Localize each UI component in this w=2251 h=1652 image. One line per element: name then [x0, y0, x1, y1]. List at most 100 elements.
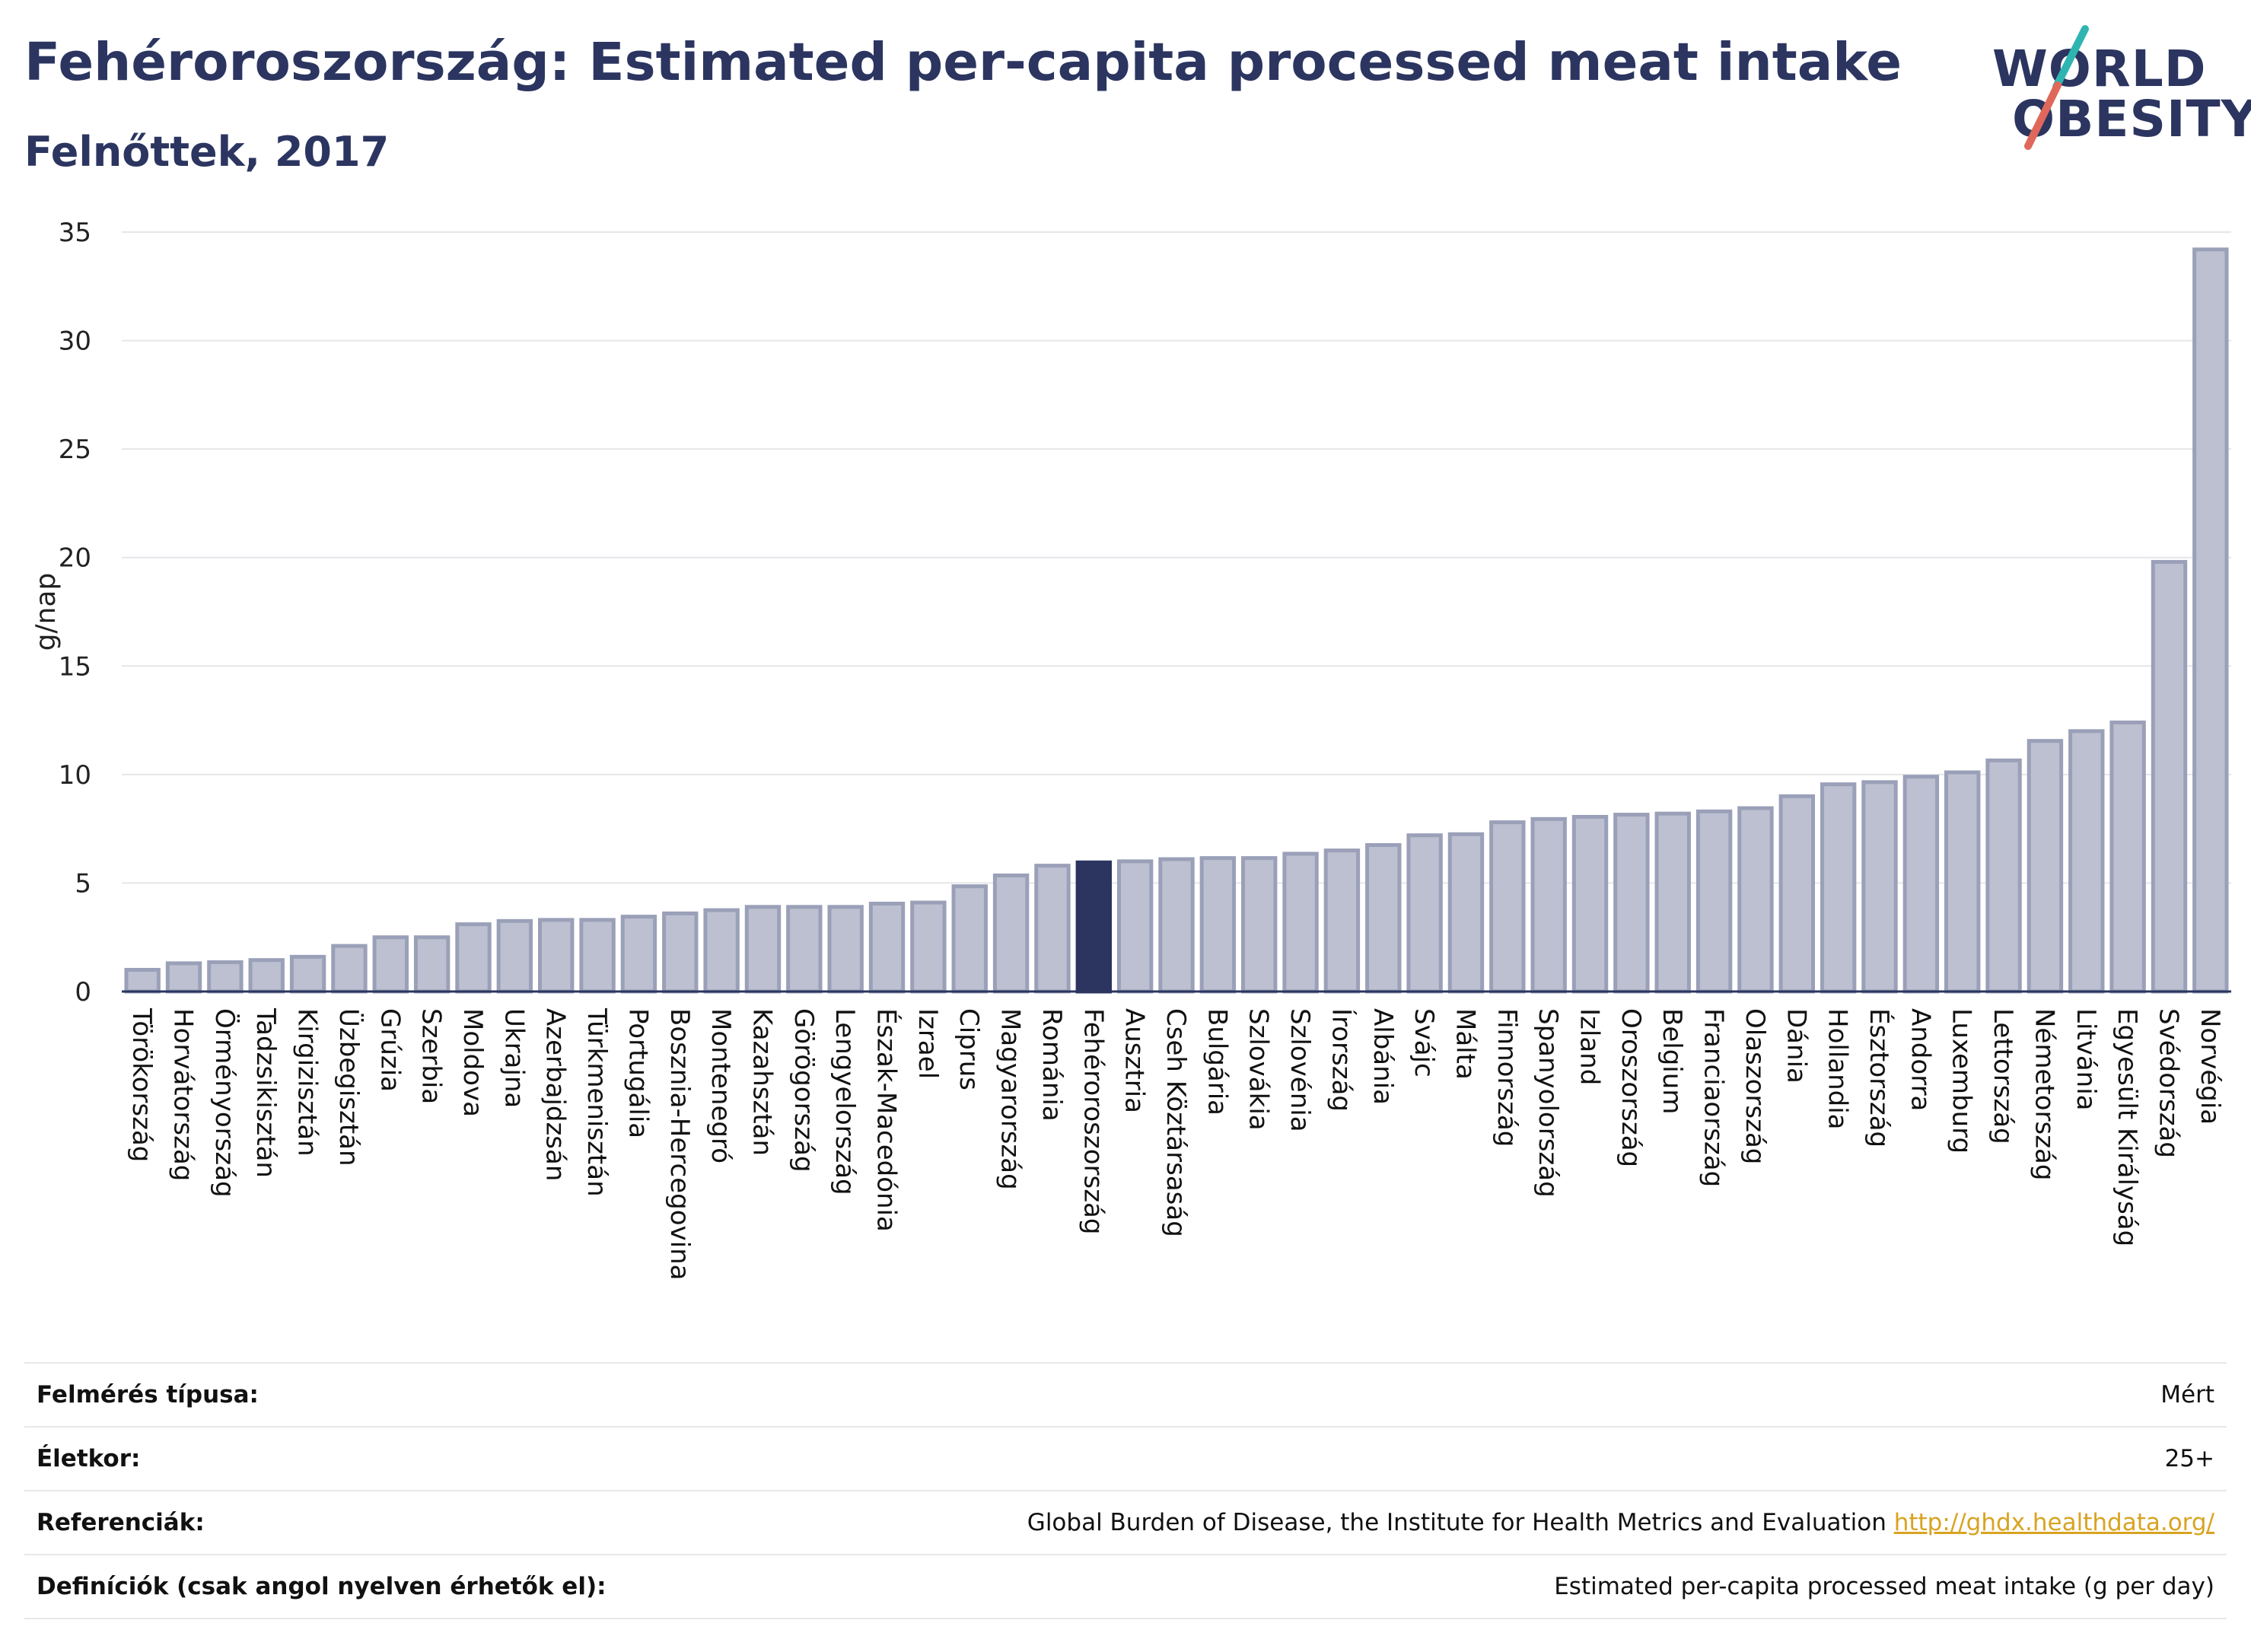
bar — [1820, 782, 1857, 994]
bar — [2068, 729, 2105, 994]
logo-line1: WORLD — [1992, 40, 2207, 98]
x-tick-label: Szerbia — [416, 1008, 447, 1104]
x-tick-label: Oroszország — [1616, 1008, 1646, 1167]
x-tick-label: Lettország — [1988, 1008, 2018, 1144]
y-tick-label: 15 — [59, 651, 91, 682]
bar — [538, 918, 575, 994]
meta-row-definitions: Definíciók (csak angol nyelven érhetők e… — [24, 1554, 2227, 1619]
bar — [1944, 770, 1981, 994]
bar-highlight — [1075, 860, 1112, 994]
x-tick-label: Észtország — [1864, 1008, 1895, 1147]
meta-row-age: Életkor: 25+ — [24, 1426, 2227, 1490]
chart-subtitle: Felnőttek, 2017 — [24, 128, 390, 176]
x-tick-label: Ausztria — [1119, 1008, 1150, 1113]
reference-link[interactable]: http://ghdx.healthdata.org/ — [1893, 1509, 2214, 1536]
x-tick-label: Finnország — [1492, 1008, 1522, 1147]
bar — [1695, 809, 1733, 994]
bar-chart: 0 5 10 15 20 25 30 35 g/nap Törökország Horvátorsz… — [30, 218, 2231, 1280]
bar — [372, 935, 409, 994]
meta-label: Életkor: — [37, 1445, 141, 1472]
x-tick-label: Észak-Macedónia — [871, 1008, 903, 1232]
y-tick-label: 10 — [59, 760, 91, 791]
x-tick-label: Türkmenisztán — [581, 1007, 612, 1197]
bar — [289, 954, 326, 994]
x-tick-label: Litvánia — [2071, 1008, 2101, 1111]
meta-row-references: Referenciák: Global Burden of Disease, t… — [24, 1490, 2227, 1554]
x-tick-label: Németország — [2029, 1008, 2059, 1180]
bar — [2192, 247, 2229, 994]
bar — [1571, 814, 1609, 994]
y-axis-label: g/nap — [30, 573, 62, 651]
bar — [1985, 758, 2022, 994]
meta-value: Global Burden of Disease, the Institute … — [1027, 1509, 2227, 1536]
bar — [1406, 833, 1443, 994]
x-tick-label: Magyarország — [995, 1008, 1026, 1190]
bar — [744, 905, 782, 994]
logo-slash-icon — [2024, 25, 2089, 150]
x-tick-label: Szlovénia — [1285, 1008, 1315, 1132]
x-tick-label: Lengyelország — [829, 1008, 860, 1195]
bar — [1447, 832, 1485, 994]
x-tick-label: Andorra — [1905, 1008, 1935, 1111]
x-tick-label: Izland — [1574, 1008, 1605, 1085]
x-tick-label: Dánia — [1781, 1008, 1811, 1084]
chart-title: Fehéroroszország: Estimated per-capita p… — [24, 32, 1902, 93]
bar — [1282, 851, 1319, 994]
x-tick-label: Szlovákia — [1243, 1008, 1274, 1131]
x-tick-label: Svájc — [1409, 1008, 1439, 1077]
x-tick-label: Azerbajdzsán — [540, 1008, 571, 1181]
y-tick-label: 30 — [59, 326, 91, 357]
bar — [207, 960, 244, 994]
bar — [248, 958, 285, 994]
bar — [455, 922, 492, 994]
y-tick-label: 25 — [59, 434, 91, 465]
bar — [1116, 859, 1154, 994]
x-tick-label: Spanyolország — [1533, 1008, 1563, 1198]
x-tick-label: Görögország — [788, 1008, 819, 1173]
x-tick-label: Üzbegisztán — [333, 1008, 365, 1167]
x-tick-label: Svédország — [2153, 1008, 2183, 1158]
bar — [1489, 820, 1526, 994]
bar — [496, 918, 533, 994]
x-tick-label: Portugália — [622, 1008, 653, 1138]
x-tick-label: Tadzsikisztán — [250, 1007, 281, 1178]
x-tick-label: Törökország — [126, 1007, 157, 1162]
y-tick-label: 5 — [75, 868, 91, 899]
bar — [1158, 857, 1195, 994]
x-tick-label: Izrael — [912, 1008, 943, 1079]
x-tick-label: Kazahsztán — [747, 1008, 777, 1156]
x-tick-label: Moldova — [457, 1008, 488, 1117]
x-tick-label: Olaszország — [1740, 1008, 1770, 1164]
bar — [331, 944, 368, 994]
meta-label: Felmérés típusa: — [37, 1381, 259, 1408]
meta-value: 25+ — [2164, 1445, 2214, 1472]
bar — [579, 918, 616, 994]
meta-label: Referenciák: — [37, 1509, 205, 1536]
x-tick-label: Cseh Köztársaság — [1161, 1008, 1191, 1237]
bar — [703, 908, 740, 994]
x-tick-label: Montenegró — [705, 1008, 736, 1163]
x-tick-label: Kirgizisztán — [292, 1008, 323, 1157]
bar — [1241, 856, 1278, 994]
x-tick-label: Belgium — [1657, 1008, 1687, 1114]
bar — [2109, 720, 2146, 994]
bar — [910, 900, 947, 994]
x-tick-label: Bosznia-Hercegovina — [664, 1008, 695, 1280]
meta-value: Mért — [2160, 1381, 2214, 1408]
bar — [1654, 811, 1691, 994]
bar — [1902, 775, 1940, 994]
bar — [827, 905, 864, 994]
bar — [786, 905, 823, 994]
bar — [1199, 856, 1237, 994]
x-tick-label: Románia — [1036, 1008, 1067, 1122]
reference-text: Global Burden of Disease, the Institute … — [1027, 1509, 1886, 1536]
bar — [1365, 843, 1402, 994]
bar — [2151, 559, 2188, 994]
x-tick-label: Norvégia — [2195, 1008, 2225, 1125]
x-tick-label: Örményország — [209, 1008, 240, 1198]
x-tick-label: Fehéroroszország — [1078, 1008, 1108, 1234]
x-tick-label: Írország — [1326, 1008, 1357, 1112]
bar — [2027, 739, 2064, 994]
bar — [992, 873, 1030, 994]
x-tick-label: Bulgária — [1202, 1008, 1232, 1116]
